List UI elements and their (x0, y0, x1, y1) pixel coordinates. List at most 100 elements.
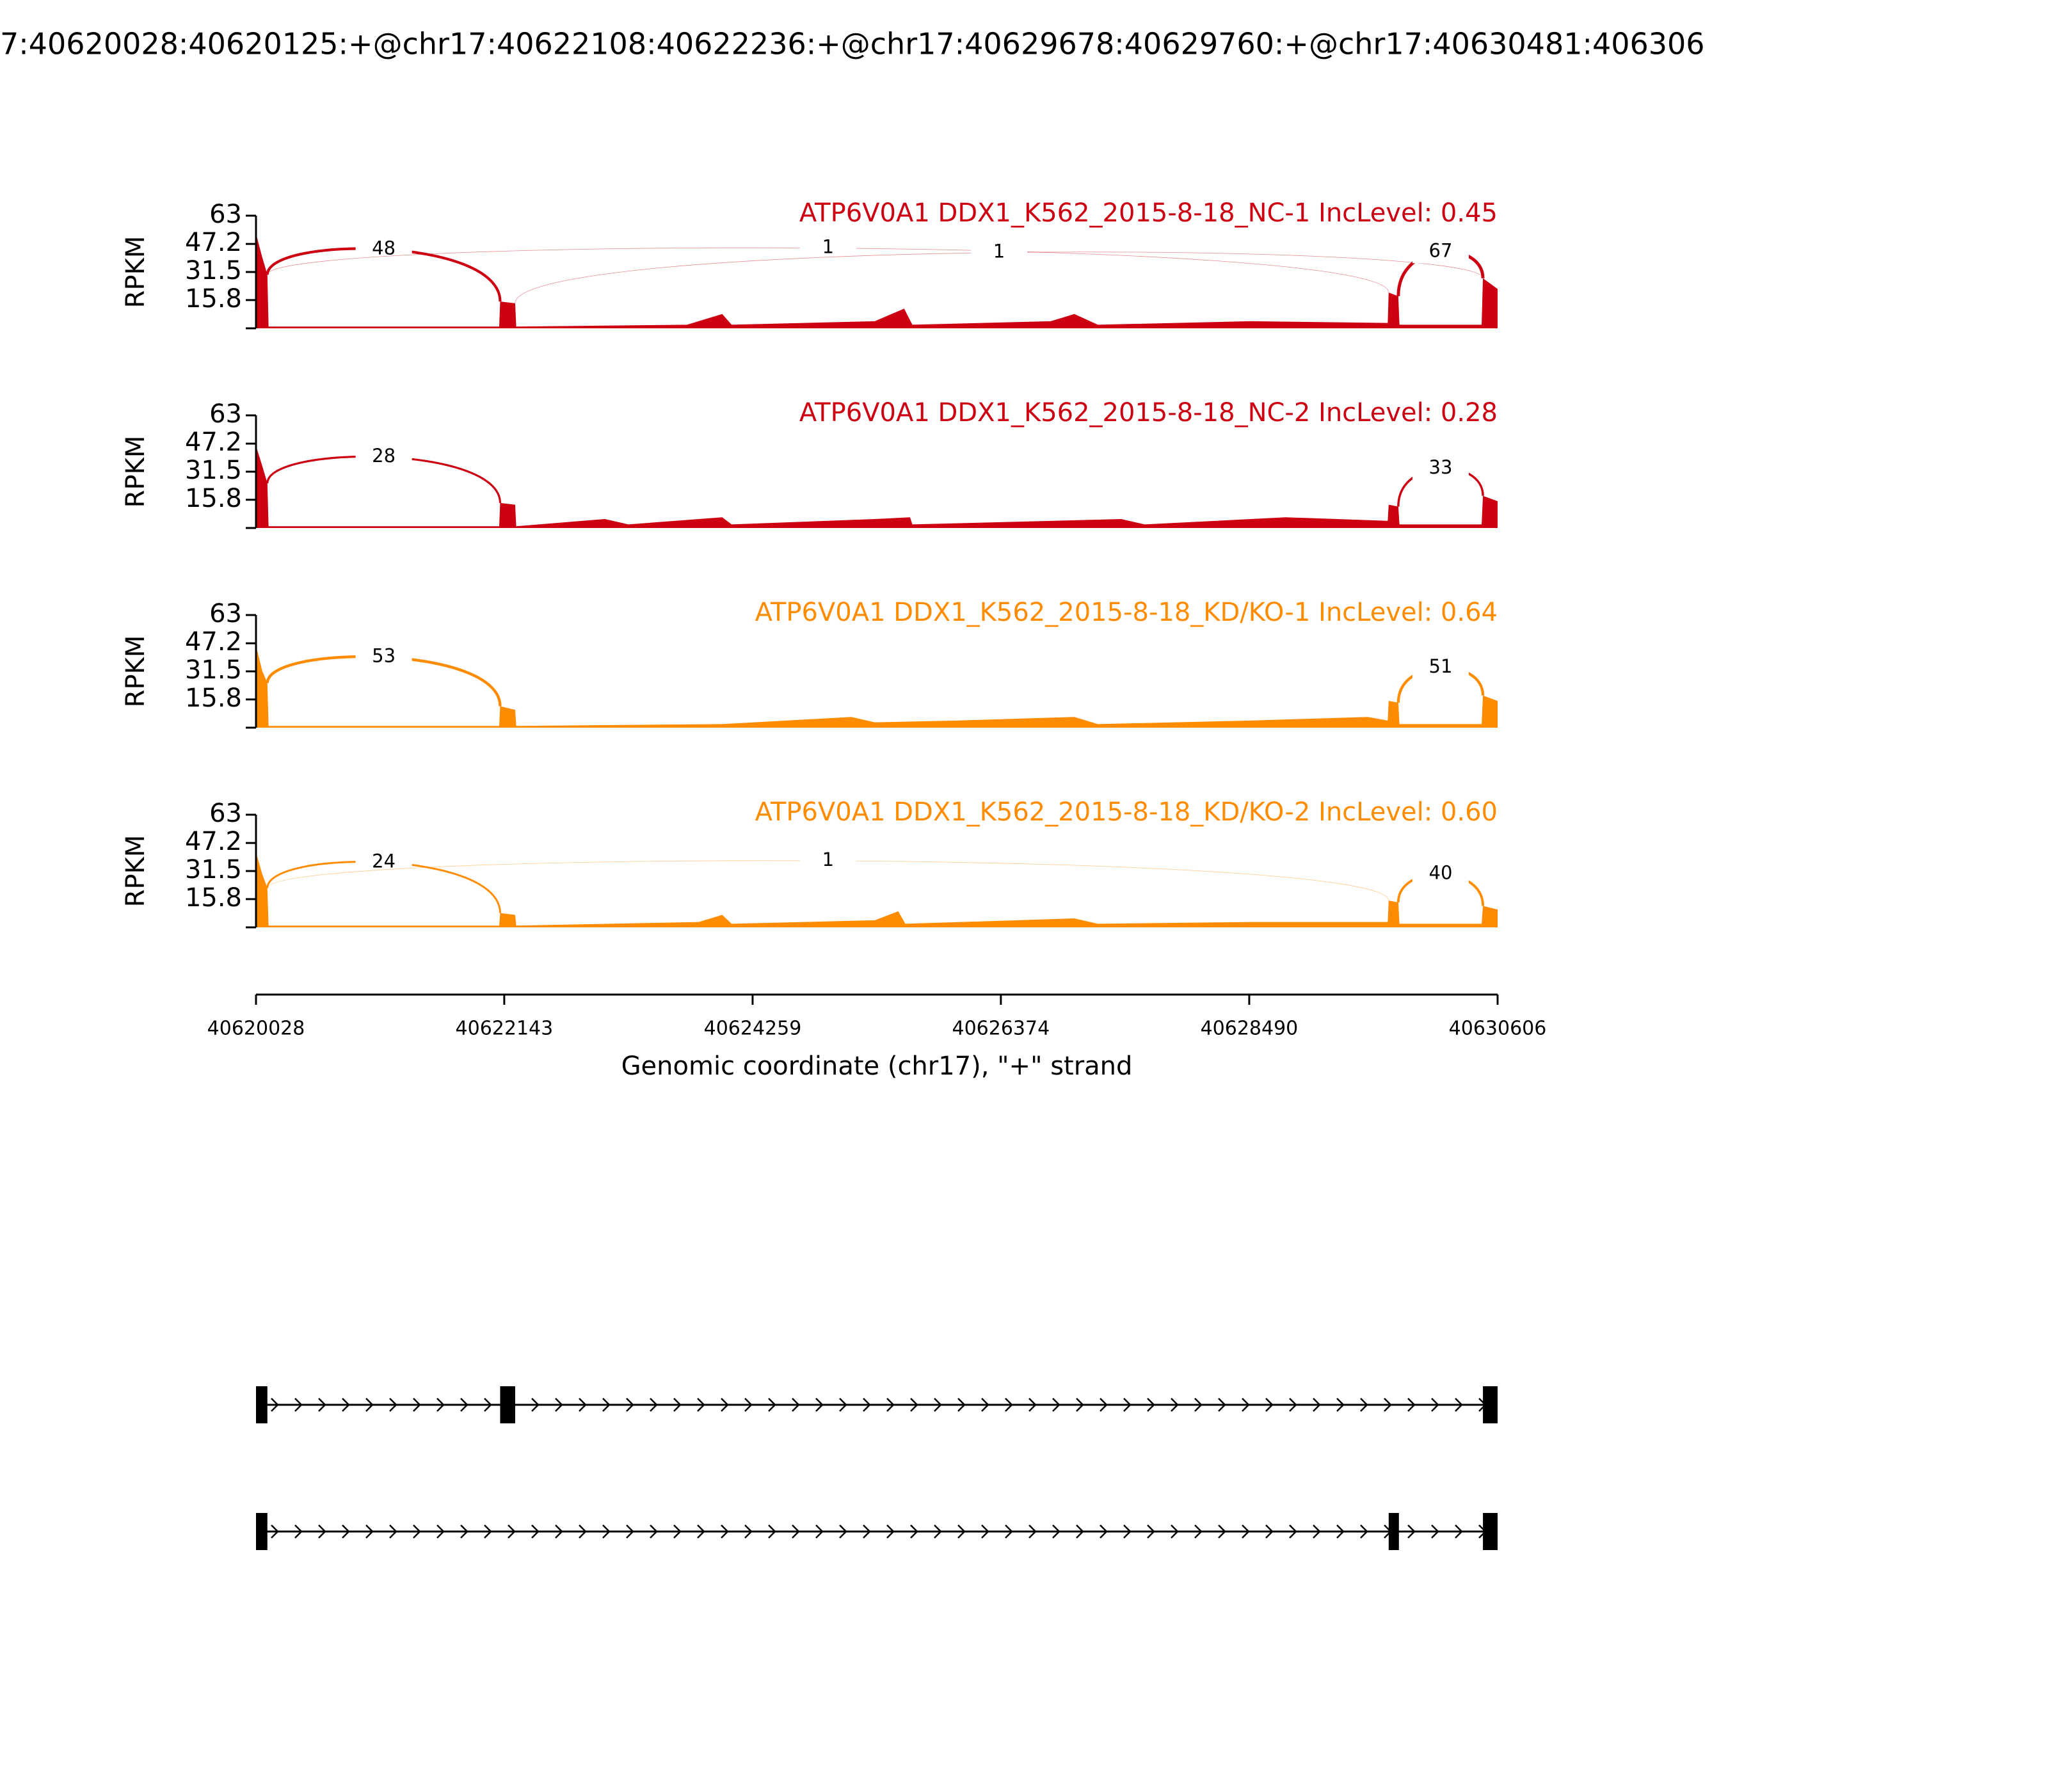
strand-arrow (1336, 1524, 1345, 1539)
strand-arrow (626, 1524, 634, 1539)
strand-arrow (1171, 1524, 1179, 1539)
y-axis-label: RPKM (121, 436, 150, 508)
exon (256, 1386, 268, 1423)
strand-arrow (1218, 1524, 1226, 1539)
y-tick-label: 63 (209, 399, 242, 429)
strand-arrow (271, 1524, 279, 1539)
strand-arrow (673, 1398, 682, 1412)
junction-label: 28 (372, 445, 396, 467)
x-tick-label: 40626374 (952, 1018, 1050, 1040)
exon (500, 1386, 515, 1423)
figure-title: 7:40620028:40620125:+@chr17:40622108:406… (0, 27, 1705, 61)
junction-label-bg (1412, 456, 1469, 480)
strand-arrow (792, 1398, 800, 1412)
junction-label: 1 (822, 236, 834, 258)
strand-arrow (1289, 1398, 1297, 1412)
strand-arrow (602, 1524, 611, 1539)
strand-arrow (602, 1398, 611, 1412)
x-axis-label: Genomic coordinate (chr17), "+" strand (621, 1052, 1133, 1081)
strand-arrow (1265, 1398, 1274, 1412)
strand-arrow (1194, 1524, 1203, 1539)
strand-arrow (413, 1398, 421, 1412)
strand-arrow (1407, 1524, 1416, 1539)
track-title: ATP6V0A1 DDX1_K562_2015-8-18_KD/KO-2 Inc… (755, 797, 1498, 827)
junction-label-bg (1412, 240, 1469, 264)
strand-arrow (1360, 1524, 1368, 1539)
strand-arrow (1360, 1398, 1368, 1412)
junction-label: 24 (372, 850, 396, 872)
strand-arrow (1100, 1398, 1108, 1412)
strand-arrow (579, 1398, 587, 1412)
strand-arrow (957, 1524, 966, 1539)
strand-arrow (484, 1398, 492, 1412)
x-tick-label: 40628490 (1201, 1018, 1299, 1040)
strand-arrow (579, 1524, 587, 1539)
strand-arrow (1052, 1398, 1060, 1412)
strand-arrow (697, 1398, 705, 1412)
strand-arrow (839, 1398, 847, 1412)
strand-arrow (531, 1398, 540, 1412)
coverage-area (256, 233, 1498, 328)
strand-arrow (910, 1524, 918, 1539)
strand-arrow (1005, 1398, 1013, 1412)
strand-arrow (460, 1524, 468, 1539)
strand-arrow (839, 1524, 847, 1539)
strand-arrow (294, 1398, 303, 1412)
strand-arrow (1123, 1398, 1132, 1412)
junction-label: 51 (1429, 655, 1453, 677)
junction-label: 53 (372, 645, 396, 667)
strand-arrow (271, 1398, 279, 1412)
y-tick-label: 63 (209, 799, 242, 828)
track-title: ATP6V0A1 DDX1_K562_2015-8-18_KD/KO-1 Inc… (755, 598, 1498, 627)
strand-arrow (1455, 1524, 1463, 1539)
strand-arrow (721, 1398, 729, 1412)
junction-label: 40 (1429, 862, 1453, 884)
strand-arrow (389, 1524, 397, 1539)
strand-arrow (1076, 1398, 1084, 1412)
y-tick-label: 47.2 (185, 428, 242, 457)
strand-arrow (365, 1524, 374, 1539)
junction-label-bg (355, 851, 412, 874)
y-axis-label: RPKM (121, 835, 150, 908)
junction-label-bg (1412, 656, 1469, 680)
strand-arrow (1147, 1398, 1155, 1412)
junction-label-bg (799, 236, 856, 260)
strand-arrow (792, 1524, 800, 1539)
junction-label: 1 (822, 849, 834, 870)
strand-arrow (650, 1398, 658, 1412)
exon (1483, 1386, 1498, 1423)
strand-arrow (1028, 1398, 1037, 1412)
strand-arrow (815, 1398, 824, 1412)
junction-label-bg (355, 237, 412, 261)
junction-label: 48 (372, 237, 396, 259)
strand-arrow (1171, 1398, 1179, 1412)
strand-arrow (555, 1524, 563, 1539)
strand-arrow (957, 1398, 966, 1412)
strand-arrow (650, 1524, 658, 1539)
strand-arrow (1336, 1398, 1345, 1412)
strand-arrow (768, 1398, 776, 1412)
strand-arrow (1431, 1398, 1439, 1412)
strand-arrow (1194, 1398, 1203, 1412)
strand-arrow (1265, 1524, 1274, 1539)
strand-arrow (1028, 1524, 1037, 1539)
x-tick-label: 40622143 (456, 1018, 554, 1040)
strand-arrow (1455, 1398, 1463, 1412)
strand-arrow (815, 1524, 824, 1539)
x-tick-label: 40620028 (207, 1018, 305, 1040)
strand-arrow (1052, 1524, 1060, 1539)
y-tick-label: 15.8 (185, 484, 242, 513)
coverage-area (256, 445, 1498, 528)
strand-arrow (981, 1524, 989, 1539)
junction-label: 1 (993, 241, 1005, 262)
strand-arrow (1123, 1524, 1132, 1539)
strand-arrow (744, 1398, 753, 1412)
strand-arrow (744, 1524, 753, 1539)
strand-arrow (1076, 1524, 1084, 1539)
strand-arrow (1100, 1524, 1108, 1539)
junction-label-bg (1412, 862, 1469, 886)
strand-arrow (389, 1398, 397, 1412)
strand-arrow (1407, 1398, 1416, 1412)
strand-arrow (981, 1398, 989, 1412)
strand-arrow (342, 1524, 350, 1539)
